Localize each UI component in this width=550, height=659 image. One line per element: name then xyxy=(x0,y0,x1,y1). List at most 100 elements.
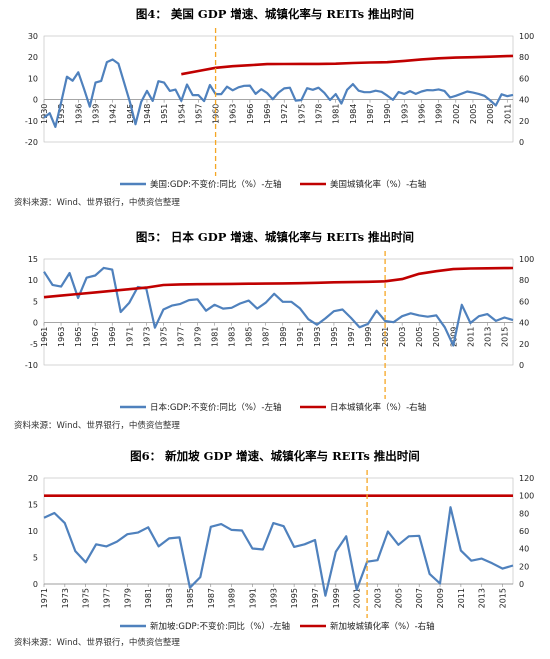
x-tick-label: 2003 xyxy=(374,588,383,608)
x-tick-label: 1961 xyxy=(40,327,49,347)
x-tick-label: 2005 xyxy=(415,327,424,347)
x-tick-label: 2013 xyxy=(478,588,487,608)
x-tick-label: 1987 xyxy=(366,104,375,124)
x-tick-label: 1989 xyxy=(228,588,237,608)
y-right-tick-label: 80 xyxy=(519,509,529,518)
x-tick-label: 1971 xyxy=(125,327,134,347)
x-tick-label: 1977 xyxy=(103,588,112,608)
chart-singapore: 0 5 10 15 20 0 20 40 60 80 100 120 1971 1973 1975 1977 1… xyxy=(28,470,534,632)
x-tick-label: 1985 xyxy=(245,327,254,347)
x-tick-label: 1966 xyxy=(246,104,255,124)
legend-label-urbanization: 日本城镇化率（%）-右轴 xyxy=(330,402,426,413)
x-tick-label: 1948 xyxy=(143,104,152,124)
y-left-tick-label: 20 xyxy=(28,53,38,62)
legend-label-urbanization: 美国城镇化率（%）-右轴 xyxy=(330,179,426,190)
x-tick-label: 1973 xyxy=(142,327,151,347)
x-tick-label: 1963 xyxy=(229,104,238,124)
x-tick-label: 1978 xyxy=(315,104,324,124)
x-tick-label: 1995 xyxy=(330,327,339,347)
x-tick-label: 1957 xyxy=(194,104,203,124)
x-tick-label: 1991 xyxy=(296,327,305,347)
x-tick-label: 1993 xyxy=(400,104,409,124)
x-tick-label: 2013 xyxy=(483,327,492,347)
gdp-growth-line xyxy=(43,58,514,129)
y-right-tick-label: 100 xyxy=(519,32,534,41)
y-right-tick-label: 80 xyxy=(519,276,529,285)
x-tick-label: 1987 xyxy=(207,588,216,608)
x-tick-label: 2011 xyxy=(457,588,466,608)
x-tick-label: 2015 xyxy=(500,327,509,347)
x-tick-label: 1967 xyxy=(91,327,100,347)
x-tick-label: 1997 xyxy=(311,588,320,608)
x-tick-label: 1984 xyxy=(349,104,358,124)
y-right-tick-label: 100 xyxy=(519,255,534,264)
urbanization-line xyxy=(43,266,514,299)
urbanization-line xyxy=(181,54,514,76)
x-tick-label: 1993 xyxy=(269,588,278,608)
x-tick-label: 1983 xyxy=(228,327,237,347)
x-tick-label: 2005 xyxy=(394,588,403,608)
x-tick-label: 2015 xyxy=(499,588,508,608)
y-right-tick-label: 0 xyxy=(519,138,524,147)
y-right-tick-label: 0 xyxy=(519,580,524,589)
x-tick-label: 1930 xyxy=(40,104,49,124)
x-tick-label: 1963 xyxy=(57,327,66,347)
source-note-1: 资料来源：Wind、世界银行，中债资信整理 xyxy=(14,198,180,208)
x-tick-label: 1997 xyxy=(347,327,356,347)
y-left-tick-label: 10 xyxy=(28,74,38,83)
x-tick-label: 1991 xyxy=(248,588,257,608)
y-left-tick-label: 10 xyxy=(28,527,38,536)
legend-label-gdp: 美国:GDP:不变价:同比（%）-左轴 xyxy=(150,179,282,190)
plot-frame xyxy=(43,35,514,143)
y-left-tick-label: 15 xyxy=(28,255,38,264)
x-tick-label: 1936 xyxy=(74,104,83,124)
x-tick-label: 2001 xyxy=(353,588,362,608)
y-right-tick-label: 100 xyxy=(519,492,534,501)
x-tick-label: 1933 xyxy=(57,104,66,124)
gdp-growth-line xyxy=(43,506,514,597)
y-left-tick-label: 0 xyxy=(33,580,38,589)
chart-japan: -10 -5 0 5 10 15 0 20 40 60 80 100 1961 1963 1965 1967 1… xyxy=(25,251,534,413)
x-tick-label: 1973 xyxy=(61,588,70,608)
y-left-tick-label: 10 xyxy=(28,276,38,285)
y-right-tick-label: 80 xyxy=(519,53,529,62)
source-note-3: 资料来源：Wind、世界银行，中债资信整理 xyxy=(14,638,180,648)
x-tick-label: 1954 xyxy=(177,104,186,124)
x-tick-label: 1975 xyxy=(159,327,168,347)
legend-label-urbanization: 新加坡城镇化率（%）-右轴 xyxy=(330,621,435,632)
chart-us: -20 -10 0 10 20 30 0 20 40 60 80 100 1930 1933 1936 193… xyxy=(25,28,534,190)
y-left-tick-label: -20 xyxy=(25,138,38,147)
x-tick-label: 2009 xyxy=(436,588,445,608)
y-left-tick-label: 0 xyxy=(33,319,38,328)
y-right-tick-label: 20 xyxy=(519,117,529,126)
x-tick-label: 2001 xyxy=(381,327,390,347)
legend-label-gdp: 日本:GDP:不变价:同比（%）-左轴 xyxy=(150,402,282,413)
y-left-tick-label: 20 xyxy=(28,474,38,483)
y-left-tick-label: 0 xyxy=(33,96,38,105)
x-tick-label: 1979 xyxy=(193,327,202,347)
y-left-tick-label: -5 xyxy=(30,340,38,349)
y-left-tick-label: -10 xyxy=(25,117,38,126)
x-tick-label: 1975 xyxy=(82,588,91,608)
y-left-tick-label: 5 xyxy=(33,554,38,563)
y-left-tick-label: 15 xyxy=(28,501,38,510)
x-tick-label: 1985 xyxy=(186,588,195,608)
x-tick-label: 1975 xyxy=(297,104,306,124)
x-tick-label: 1999 xyxy=(364,327,373,347)
x-tick-label: 1999 xyxy=(332,588,341,608)
y-right-tick-label: 60 xyxy=(519,527,529,536)
chart-title-3: 图6： 新加坡 GDP 增速、城镇化率与 REITs 推出时间 xyxy=(130,449,420,463)
x-tick-label: 1987 xyxy=(262,327,271,347)
chart-title-1: 图4： 美国 GDP 增速、城镇化率与 REITs 推出时间 xyxy=(135,7,415,21)
x-tick-label: 1977 xyxy=(176,327,185,347)
x-tick-label: 1971 xyxy=(40,588,49,608)
legend-label-gdp: 新加坡:GDP:不变价:同比（%）-左轴 xyxy=(150,621,290,632)
x-tick-label: 1993 xyxy=(313,327,322,347)
y-right-tick-label: 40 xyxy=(519,545,529,554)
y-right-tick-label: 120 xyxy=(519,474,534,483)
y-right-tick-label: 20 xyxy=(519,562,529,571)
y-right-tick-label: 20 xyxy=(519,340,529,349)
x-tick-label: 1972 xyxy=(280,104,289,124)
x-tick-label: 1945 xyxy=(126,104,135,124)
x-tick-label: 1939 xyxy=(91,104,100,124)
